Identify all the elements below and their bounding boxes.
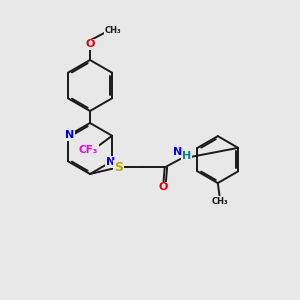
Text: N: N <box>106 157 115 167</box>
Text: H: H <box>182 151 191 161</box>
Text: O: O <box>85 39 95 50</box>
Text: CF₃: CF₃ <box>78 145 98 155</box>
Text: O: O <box>159 182 168 193</box>
Text: CH₃: CH₃ <box>211 196 228 206</box>
Text: CH₃: CH₃ <box>105 26 122 35</box>
Text: S: S <box>114 161 123 174</box>
Text: N: N <box>65 130 74 140</box>
Text: N: N <box>173 147 182 158</box>
